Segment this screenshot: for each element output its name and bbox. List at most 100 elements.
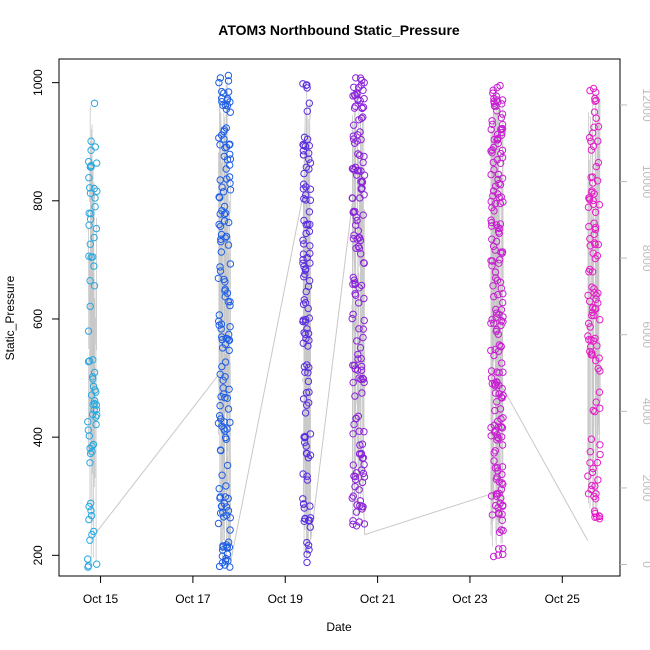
- data-point: [216, 194, 224, 202]
- data-point: [349, 430, 357, 438]
- data-point: [304, 516, 313, 525]
- data-point: [303, 558, 311, 567]
- data-point: [499, 368, 507, 376]
- data-point: [498, 128, 506, 137]
- data-point: [349, 310, 357, 318]
- data-point: [495, 259, 503, 267]
- data-point: [590, 123, 598, 131]
- data-point: [88, 442, 96, 450]
- data-point: [494, 423, 502, 431]
- data-point: [493, 276, 502, 284]
- data-point: [303, 325, 311, 333]
- data-point: [224, 538, 233, 546]
- data-point: [224, 71, 233, 80]
- data-point: [489, 242, 498, 251]
- data-point: [299, 236, 307, 244]
- data-point: [498, 248, 507, 256]
- data-point: [594, 158, 603, 167]
- data-point: [352, 508, 361, 516]
- data-point: [302, 196, 310, 204]
- data-point: [494, 134, 502, 143]
- data-point: [306, 185, 315, 193]
- data-point: [494, 291, 502, 299]
- data-point: [359, 86, 367, 95]
- data-point: [85, 502, 93, 511]
- data-point: [86, 189, 95, 198]
- data-point: [589, 200, 598, 209]
- data-point: [491, 389, 500, 397]
- data-point: [487, 374, 496, 382]
- data-point: [360, 428, 368, 436]
- data-point: [487, 257, 495, 265]
- data-point: [586, 86, 594, 95]
- data-point: [596, 367, 604, 375]
- data-point: [586, 448, 594, 456]
- x-tick-label: Oct 21: [360, 592, 396, 606]
- data-point: [498, 174, 507, 183]
- data-point: [588, 188, 596, 197]
- data-point: [92, 224, 101, 233]
- data-point: [359, 374, 367, 382]
- data-point: [348, 314, 356, 323]
- data-point: [87, 507, 95, 515]
- data-point: [357, 449, 365, 458]
- data-point: [353, 131, 362, 139]
- data-point: [498, 441, 507, 449]
- data-point: [219, 509, 227, 517]
- data-point: [491, 379, 499, 387]
- data-point: [223, 425, 231, 433]
- data-point: [217, 392, 225, 401]
- data-point: [89, 400, 97, 409]
- x-tick-label: Oct 25: [545, 592, 581, 606]
- data-point: [495, 545, 503, 553]
- data-point: [495, 381, 503, 389]
- data-point: [226, 323, 234, 331]
- x-tick-label: Oct 23: [452, 592, 488, 606]
- data-point: [590, 108, 599, 116]
- y-tick-label: 200: [31, 545, 45, 565]
- y2-tick-label: 4000: [640, 398, 650, 425]
- data-point: [216, 446, 225, 454]
- data-point: [302, 442, 310, 450]
- y2-tick-label: 12000: [640, 88, 650, 122]
- data-point: [352, 74, 360, 82]
- data-point: [497, 343, 505, 351]
- data-point: [90, 99, 99, 108]
- data-point: [226, 260, 235, 268]
- data-point: [225, 346, 233, 355]
- data-point: [90, 368, 99, 377]
- data-point: [586, 235, 594, 243]
- data-point: [488, 117, 496, 125]
- data-point: [355, 244, 364, 252]
- data-point: [305, 208, 314, 216]
- y-tick-label: 600: [31, 309, 45, 329]
- data-point: [589, 406, 597, 415]
- data-point: [594, 122, 603, 131]
- data-point: [489, 86, 497, 94]
- data-point: [216, 267, 225, 275]
- data-point: [89, 356, 97, 364]
- data-point: [302, 191, 310, 199]
- data-point: [352, 221, 360, 229]
- data-point: [589, 84, 598, 93]
- plot-frame: [58, 58, 621, 577]
- data-point: [299, 395, 308, 403]
- data-point: [219, 376, 227, 384]
- data-point: [215, 321, 223, 329]
- data-point: [497, 485, 506, 494]
- data-point: [586, 459, 594, 467]
- y-tick-label: 1000: [31, 69, 45, 96]
- data-point: [215, 220, 223, 229]
- data-point: [85, 357, 94, 365]
- data-point: [215, 485, 223, 493]
- trace-segment: [92, 168, 94, 425]
- data-point: [489, 187, 498, 195]
- data-point: [498, 516, 506, 524]
- data-point: [592, 398, 600, 406]
- data-point: [305, 99, 313, 107]
- data-point: [495, 180, 503, 188]
- data-point: [302, 389, 311, 397]
- data-point: [357, 135, 365, 144]
- data-point: [359, 375, 368, 383]
- data-point: [489, 282, 497, 290]
